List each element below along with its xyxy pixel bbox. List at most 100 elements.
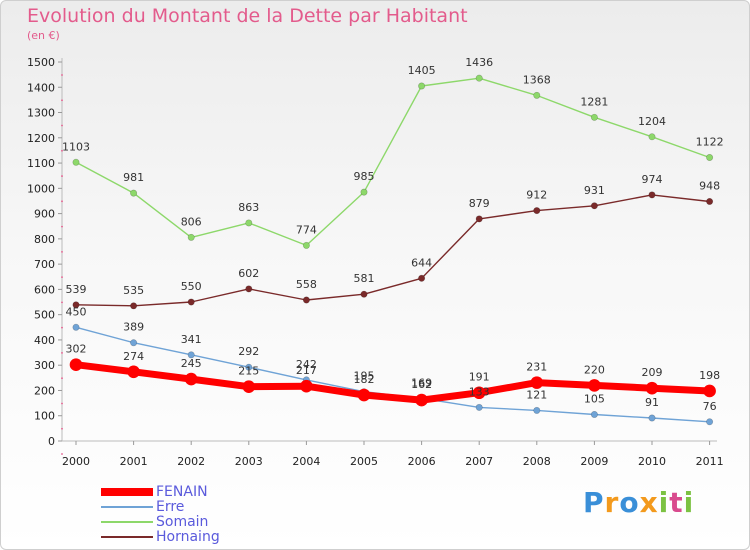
legend-swatch <box>101 506 153 508</box>
data-point-fenain <box>300 379 313 393</box>
data-point-hornaing <box>245 285 253 293</box>
data-label-hornaing: 974 <box>642 173 663 186</box>
y-minor-tick <box>61 377 63 380</box>
data-point-somain <box>648 133 656 141</box>
series-line-somain <box>75 77 710 247</box>
data-label-somain: 1122 <box>696 136 724 149</box>
data-point-somain <box>706 154 714 162</box>
y-tick-label: 300 <box>34 359 55 372</box>
data-point-hornaing <box>187 298 195 306</box>
data-point-fenain <box>588 379 601 392</box>
data-label-somain: 774 <box>296 223 317 236</box>
x-tick-label: 2009 <box>580 455 608 468</box>
x-tick-label: 2001 <box>120 455 148 468</box>
data-point-hornaing <box>302 296 310 304</box>
data-label-fenain: 245 <box>181 357 202 370</box>
y-tick-label: 100 <box>34 410 55 423</box>
data-point-erre <box>648 414 656 422</box>
legend-label: Hornaing <box>156 529 220 545</box>
logo-letter: o <box>619 486 640 519</box>
y-tick-label: 700 <box>34 258 55 271</box>
data-label-hornaing: 550 <box>181 280 202 293</box>
y-minor-tick <box>61 276 63 279</box>
data-point-erre <box>590 410 598 418</box>
y-tick-label: 1100 <box>27 157 55 170</box>
data-label-fenain: 162 <box>411 378 432 391</box>
y-tick-label: 600 <box>34 283 55 296</box>
data-point-fenain <box>357 388 371 402</box>
data-label-hornaing: 602 <box>238 267 259 280</box>
y-tick-label: 1000 <box>27 182 55 195</box>
data-point-fenain <box>184 372 198 386</box>
logo-letter: t <box>669 486 684 519</box>
y-tick-label: 900 <box>34 208 55 221</box>
logo-letter: x <box>639 486 659 519</box>
y-minor-tick <box>61 453 63 455</box>
legend-swatch <box>101 536 153 538</box>
data-point-somain <box>533 91 541 99</box>
data-label-fenain: 209 <box>642 366 663 379</box>
data-label-somain: 806 <box>181 215 202 228</box>
data-label-hornaing: 912 <box>526 189 547 202</box>
y-minor-tick <box>61 175 63 177</box>
chart-title: Evolution du Montant de la Dette par Hab… <box>27 5 468 27</box>
data-point-fenain <box>415 393 428 407</box>
x-tick-label: 2003 <box>235 455 263 468</box>
series-lines <box>75 77 710 423</box>
y-minor-tick <box>61 250 63 253</box>
logo-letter: i <box>683 486 695 519</box>
data-point-hornaing <box>72 301 80 309</box>
proxiti-logo: Proxiti <box>583 486 694 519</box>
data-point-somain <box>187 233 195 241</box>
data-point-erre <box>72 323 80 331</box>
y-tick-label: 1500 <box>27 56 55 69</box>
data-labels: 302 274 245 215 217 182 162 191 231 220 209 198 450 3… <box>62 56 724 413</box>
data-point-hornaing <box>130 302 138 310</box>
data-label-hornaing: 539 <box>66 283 87 296</box>
data-label-erre: 292 <box>238 345 259 358</box>
data-point-hornaing <box>706 197 714 205</box>
y-minor-tick <box>61 225 63 228</box>
data-label-fenain: 274 <box>123 350 144 363</box>
data-label-hornaing: 644 <box>411 256 432 269</box>
data-label-somain: 1405 <box>408 64 436 77</box>
data-label-hornaing: 581 <box>354 272 375 285</box>
data-label-somain: 981 <box>123 171 144 184</box>
data-label-erre: 105 <box>584 392 605 405</box>
y-tick-label: 200 <box>34 384 55 397</box>
data-label-hornaing: 879 <box>469 197 490 210</box>
data-label-hornaing: 535 <box>123 284 144 297</box>
series-line-fenain <box>75 361 710 404</box>
data-label-erre: 169 <box>411 376 432 389</box>
y-tick-label: 1200 <box>27 132 55 145</box>
data-point-somain <box>475 74 483 82</box>
data-point-hornaing <box>418 274 426 282</box>
data-label-somain: 863 <box>238 201 259 214</box>
x-tick-label: 2000 <box>62 455 90 468</box>
x-tick-label: 2005 <box>350 455 378 468</box>
data-label-fenain: 217 <box>296 364 317 377</box>
data-label-hornaing: 948 <box>699 179 720 192</box>
y-tick-label: 400 <box>34 334 55 347</box>
data-point-somain <box>130 189 138 197</box>
data-point-hornaing <box>590 202 598 210</box>
data-label-hornaing: 931 <box>584 184 605 197</box>
data-label-erre: 242 <box>296 358 317 371</box>
data-label-fenain: 191 <box>469 371 490 384</box>
data-point-somain <box>245 219 253 227</box>
data-point-fenain <box>530 376 544 389</box>
legend-label: Somain <box>156 514 209 530</box>
y-tick-label: 1300 <box>27 107 55 120</box>
data-point-erre <box>130 339 138 347</box>
legend-swatch <box>101 488 153 496</box>
data-label-fenain: 231 <box>526 361 547 374</box>
y-minor-tick <box>61 402 63 405</box>
y-tick-label: 800 <box>34 233 55 246</box>
data-label-somain: 1103 <box>62 140 90 153</box>
data-point-erre <box>245 363 253 371</box>
data-point-erre <box>187 351 195 359</box>
data-label-somain: 1436 <box>465 56 493 69</box>
data-point-somain <box>360 188 368 196</box>
